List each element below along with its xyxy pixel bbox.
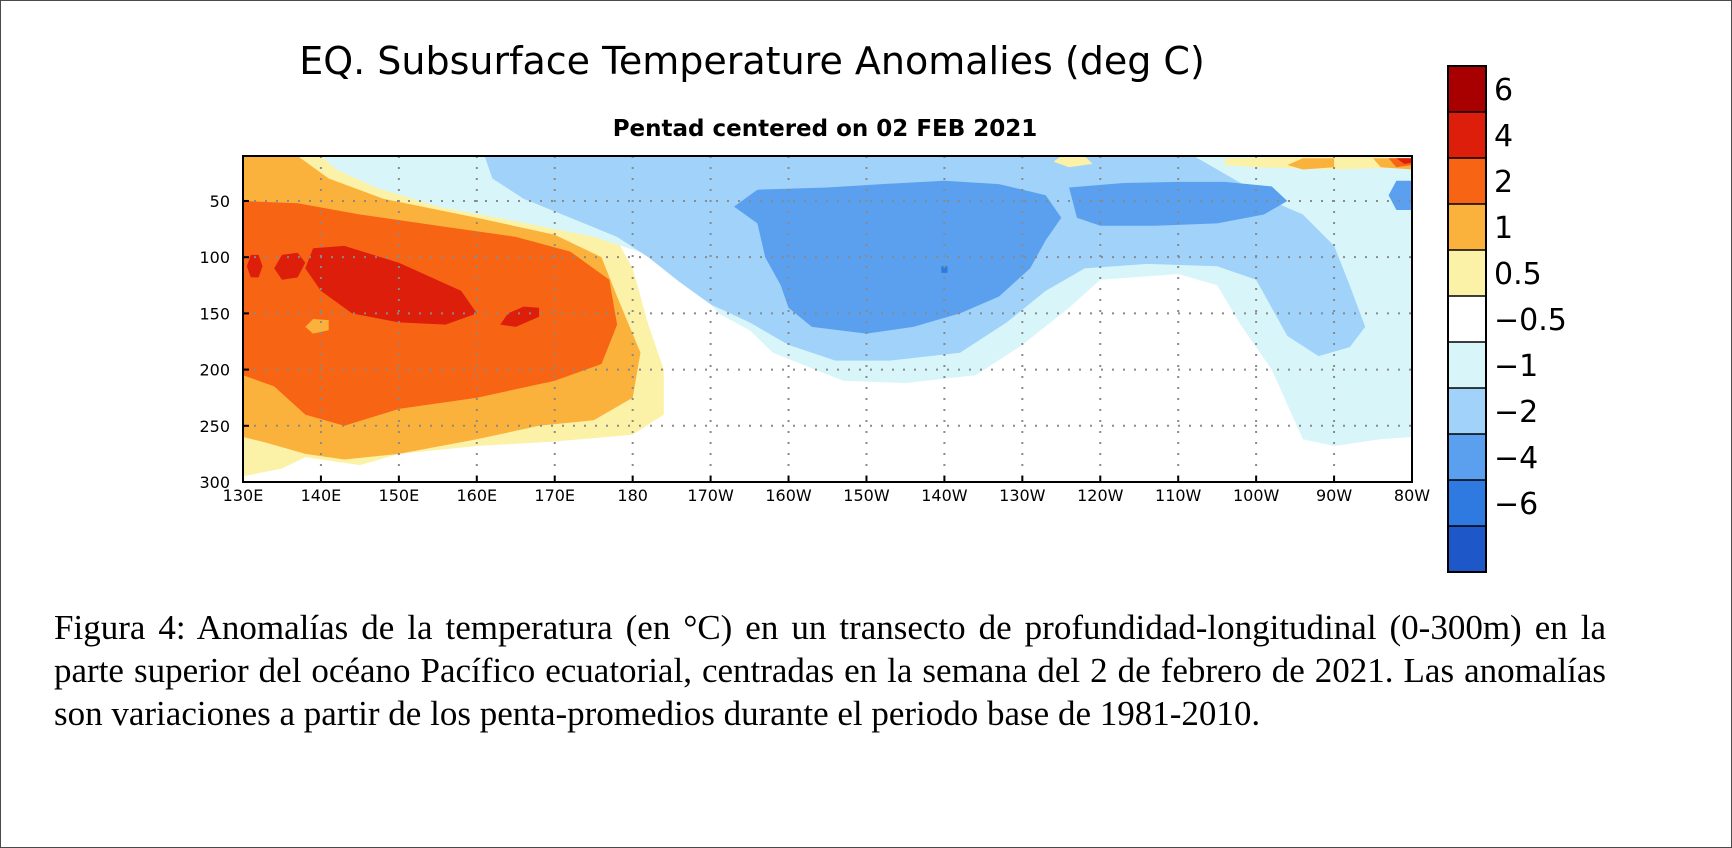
colorbar-swatch <box>1448 66 1486 113</box>
anomaly-region-14 <box>1287 158 1335 170</box>
figure-caption: Figura 4: Anomalías de la temperatura (e… <box>54 608 1606 733</box>
x-tick-label: 90W <box>1316 486 1352 505</box>
y-tick-label: 300 <box>199 473 230 492</box>
colorbar-swatch <box>1448 480 1486 527</box>
x-tick-label: 160E <box>456 486 497 505</box>
x-tick-label: 150W <box>843 486 890 505</box>
y-tick-label: 100 <box>199 248 230 267</box>
colorbar-label: 1 <box>1494 211 1513 246</box>
x-tick-label: 170W <box>687 486 734 505</box>
y-tick-label: 200 <box>199 361 230 380</box>
colorbar-swatch <box>1448 342 1486 389</box>
colorbar-swatch <box>1448 526 1486 573</box>
anomaly-region-17 <box>1396 158 1412 164</box>
x-tick-label: 170E <box>534 486 575 505</box>
anomaly-region-12 <box>1388 180 1412 210</box>
x-tick-label: 140E <box>301 486 342 505</box>
x-tick-label: 140W <box>921 486 968 505</box>
x-tick-label: 80W <box>1394 486 1430 505</box>
x-tick-label: 180 <box>617 486 648 505</box>
x-tick-label: 130W <box>999 486 1046 505</box>
plot-area: 130E 140E 150E 160E 170E 180 170W 160W 150W 140W 1… <box>199 155 1430 505</box>
x-tick-label: 150E <box>379 486 420 505</box>
x-tick-label: 160W <box>765 486 812 505</box>
x-axis: 130E 140E 150E 160E 170E 180 170W 160W 150W 140W 1… <box>223 476 1430 505</box>
anomaly-region-7 <box>305 319 329 334</box>
x-tick-label: 110W <box>1155 486 1202 505</box>
colorbar-label: −1 <box>1494 349 1538 384</box>
colorbar-frame <box>1447 65 1487 573</box>
grid <box>243 156 1412 482</box>
colorbar-swatch <box>1448 250 1486 297</box>
anomaly-region-11 <box>1069 181 1288 226</box>
colorbar-label: 0.5 <box>1494 257 1542 292</box>
y-tick-label: 150 <box>199 304 230 323</box>
colorbar-label: −2 <box>1494 395 1538 430</box>
colorbar-swatch <box>1448 112 1486 159</box>
anomaly-region-19 <box>941 266 948 273</box>
colorbar-swatch <box>1448 296 1486 343</box>
anomaly-region-18 <box>1053 156 1093 168</box>
x-tick-label: 120W <box>1077 486 1124 505</box>
chart-subtitle: Pentad centered on 02 FEB 2021 <box>613 116 1038 142</box>
x-tick-label: 130E <box>223 486 264 505</box>
colorbar-swatch <box>1448 158 1486 205</box>
plot-frame <box>242 155 1413 483</box>
y-tick-label: 250 <box>199 417 230 436</box>
colorbar-label: −0.5 <box>1494 303 1567 338</box>
anomaly-region-5 <box>246 254 263 278</box>
anomaly-region-4 <box>274 252 306 280</box>
colorbar-swatch <box>1448 434 1486 481</box>
colorbar-swatch <box>1448 204 1486 251</box>
colorbar-label: 2 <box>1494 165 1513 200</box>
x-tick-label: 100W <box>1233 486 1280 505</box>
colorbar-label: 6 <box>1494 73 1513 108</box>
anomaly-region-3 <box>305 245 477 325</box>
anomaly-region-6 <box>500 306 540 327</box>
colorbar-label: 4 <box>1494 119 1513 154</box>
colorbar-legend: 6 4 2 1 0.5 −0.5 −1 −2 −4 −6 <box>1447 65 1567 573</box>
y-tick-label: 50 <box>210 192 230 211</box>
colorbar-swatch <box>1448 388 1486 435</box>
colorbar-label: −4 <box>1494 441 1538 476</box>
anomaly-region-10 <box>734 180 1062 334</box>
y-axis: 50 100 150 200 250 300 <box>199 192 249 492</box>
anomaly-regions <box>243 156 1412 477</box>
chart-title: EQ. Subsurface Temperature Anomalies (de… <box>299 39 1205 83</box>
colorbar-label: −6 <box>1494 487 1538 522</box>
